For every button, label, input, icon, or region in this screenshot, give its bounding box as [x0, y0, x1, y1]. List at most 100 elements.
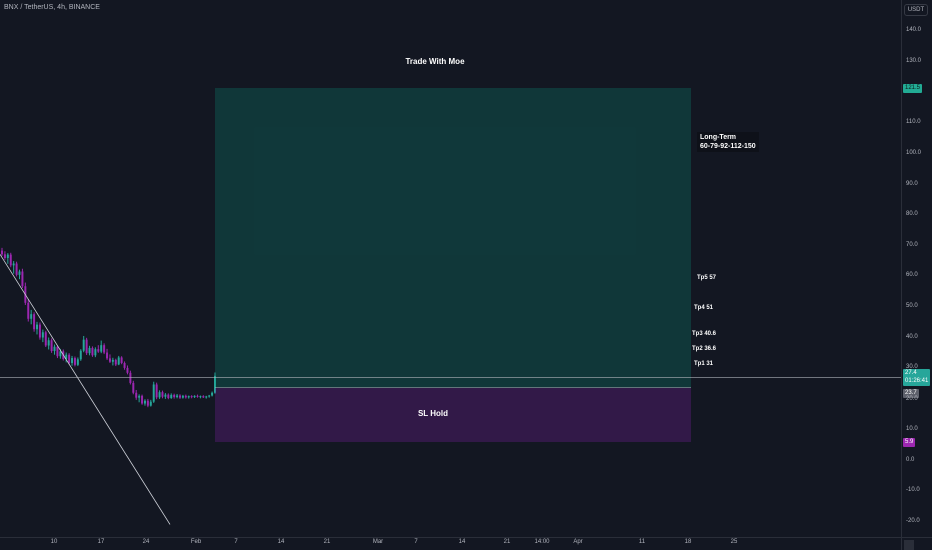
time-axis-label: 10	[50, 539, 58, 545]
candle-body	[56, 346, 59, 357]
long-position-stop-zone[interactable]	[215, 388, 691, 442]
candle-body	[117, 357, 120, 365]
sl-hold-label[interactable]: SL Hold	[417, 409, 449, 418]
price-axis-label: 80.0	[906, 211, 918, 217]
candle-body	[30, 314, 33, 319]
candle-body	[15, 263, 18, 275]
candle-body	[161, 392, 164, 397]
long-term-note[interactable]: Long-Term 60-79-92-112-150	[697, 132, 759, 152]
candle-body	[146, 400, 149, 406]
candle-body	[41, 332, 44, 338]
stop-price-tag: 5.9	[903, 438, 916, 447]
time-axis-label: 21	[503, 539, 511, 545]
tp3-label[interactable]: Tp3 40.6	[692, 331, 717, 337]
candle-body	[170, 394, 173, 398]
candle-body	[88, 347, 91, 354]
candle-body	[187, 396, 190, 398]
time-axis-divider	[0, 537, 932, 538]
candle-body	[114, 359, 117, 365]
candle-body	[155, 384, 158, 398]
candle-body	[111, 359, 114, 362]
candle-body	[27, 302, 30, 319]
time-axis-label: 25	[730, 539, 738, 545]
target-price-tag: 121.5	[903, 84, 923, 93]
candle-body	[176, 395, 179, 398]
trend-line	[0, 254, 171, 525]
candle-body	[59, 351, 62, 357]
candle-body	[178, 395, 181, 398]
candle-body	[76, 359, 79, 365]
price-axis-label: 70.0	[906, 242, 918, 248]
currency-button[interactable]: USDT	[904, 4, 928, 16]
price-pane[interactable]	[0, 0, 901, 537]
time-axis-label: 17	[97, 539, 105, 545]
candle-body	[36, 324, 39, 330]
chart-settings-corner[interactable]	[904, 540, 914, 550]
price-axis-label: 110.0	[906, 119, 921, 125]
bar-countdown: 01:26:41	[905, 378, 929, 384]
tp4-label[interactable]: Tp4 51	[694, 305, 714, 311]
time-axis-label: 7	[414, 539, 418, 545]
candle-body	[108, 358, 111, 362]
candle-body	[173, 394, 176, 398]
time-axis-label: 18	[684, 539, 692, 545]
candle-body	[205, 396, 208, 398]
candle-body	[208, 395, 211, 397]
price-axis-label: 60.0	[906, 272, 918, 278]
entry-price-tag: 23.7	[903, 389, 919, 398]
current-price-value: 27.4	[905, 370, 917, 376]
candle-body	[68, 354, 71, 363]
price-axis-label: 20.0	[906, 396, 918, 402]
long-position-target-zone[interactable]	[215, 88, 691, 388]
price-axis-label: 100.0	[906, 150, 922, 156]
candle-body	[91, 347, 94, 356]
time-axis-label: 14	[277, 539, 285, 545]
candle-body	[33, 314, 36, 330]
trade-with-moe-label[interactable]: Trade With Moe	[405, 57, 465, 66]
candle-body	[71, 358, 74, 363]
tp1-label[interactable]: Tp1 31	[694, 361, 714, 367]
price-axis-label: -20.0	[906, 518, 920, 524]
price-axis-label: 140.0	[906, 27, 922, 33]
time-axis-label: 14	[458, 539, 466, 545]
candle-body	[79, 350, 82, 360]
symbol-info[interactable]: BNX / TetherUS, 4h, BINANCE	[4, 4, 100, 11]
time-axis-label: 24	[142, 539, 150, 545]
candle-body	[47, 340, 50, 346]
price-axis-label: 30.0	[906, 364, 918, 370]
candle-body	[106, 352, 109, 359]
candle-body	[94, 349, 97, 356]
candle-body	[1, 250, 3, 255]
candle-body	[50, 340, 53, 352]
candle-body	[202, 396, 205, 398]
candle-body	[12, 263, 15, 266]
candle-body	[65, 354, 68, 359]
candle-body	[103, 345, 106, 353]
candle-body	[38, 324, 41, 338]
current-price-tag: 27.4 01:26:41	[903, 369, 931, 386]
price-axis-label: -10.0	[906, 487, 920, 493]
candle-body	[196, 395, 199, 397]
candle-body	[21, 271, 24, 287]
candle-body	[44, 332, 47, 346]
candle-body	[184, 395, 187, 398]
candle-body	[6, 254, 9, 258]
candle-body	[149, 401, 152, 406]
candle-body	[126, 367, 129, 373]
long-term-title: Long-Term	[700, 134, 737, 141]
price-axis-label: 130.0	[906, 58, 922, 64]
time-axis-label: Mar	[372, 539, 384, 545]
price-axis-label: 90.0	[906, 181, 918, 187]
candle-body	[141, 395, 144, 404]
tp2-label[interactable]: Tp2 36.6	[692, 346, 717, 352]
candle-body	[190, 396, 193, 398]
tp5-label[interactable]: Tp5 57	[697, 275, 717, 281]
candle-body	[193, 395, 196, 398]
candle-body	[167, 394, 170, 398]
candle-body	[214, 375, 216, 393]
candle-body	[199, 396, 202, 398]
candle-body	[158, 392, 161, 398]
candle-body	[120, 357, 123, 363]
entry-line	[215, 387, 691, 388]
